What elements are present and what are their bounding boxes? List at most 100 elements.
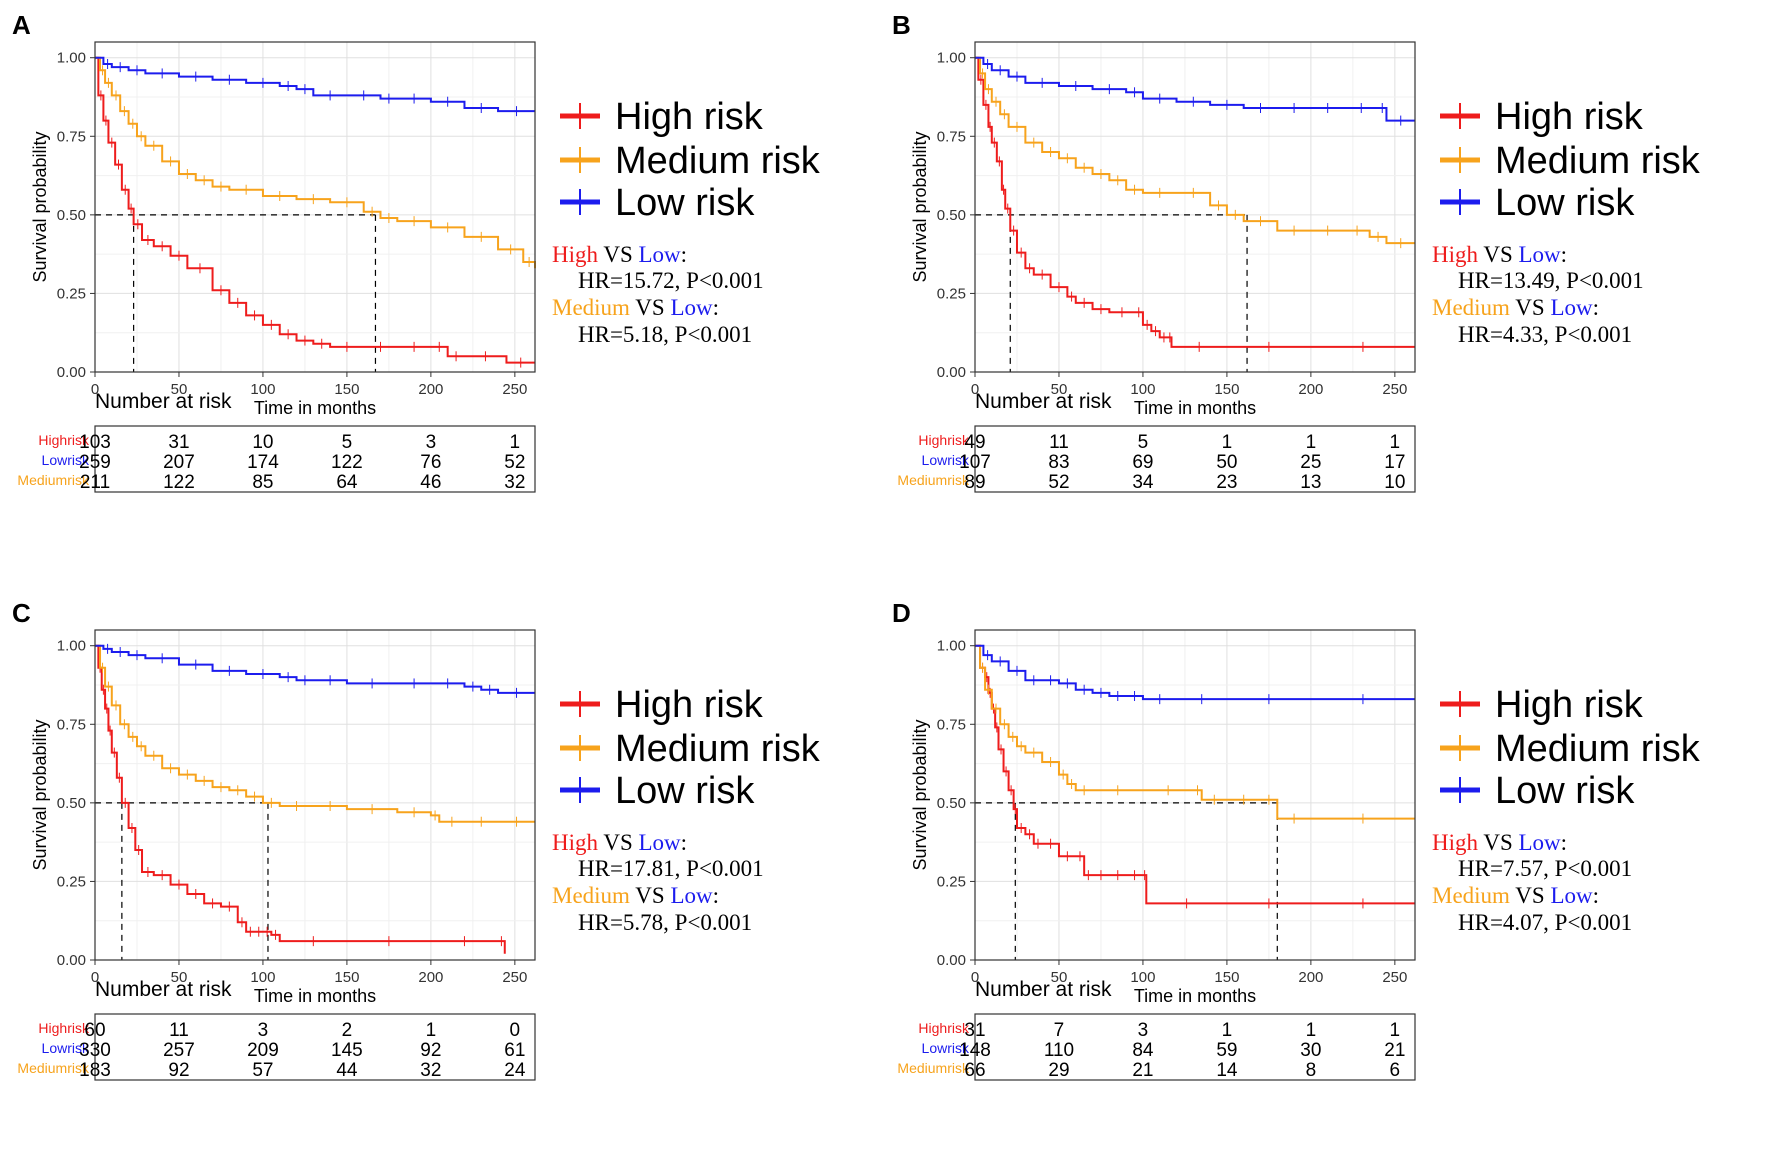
risk-count: 92 [420,1040,441,1061]
risk-count: 66 [964,1060,985,1081]
risk-count: 1 [1222,1020,1233,1041]
risk-row-label: Highrisk [918,432,970,448]
risk-count: 1 [1222,432,1233,453]
risk-count: 209 [247,1040,279,1061]
risk-row-label: Lowrisk [42,1040,90,1056]
survival-curve [95,56,536,269]
plot-border [974,629,1416,961]
vs-text: VS [630,883,671,908]
legend-label: Low risk [1495,770,1635,812]
risk-row-label: Highrisk [918,1020,970,1036]
series-medium-risk [975,56,1415,249]
colon: : [681,830,687,855]
hr-comparison-label: Medium VS Low: [1432,295,1599,320]
x-tick-label: 250 [502,381,527,398]
risk-count: 3 [1138,1020,1149,1041]
x-tick-label: 150 [1214,381,1239,398]
x-tick-label: 200 [1298,381,1323,398]
risk-count: 64 [336,472,358,493]
x-tick-label: 150 [334,969,359,986]
y-axis-label: Survival probability [910,131,930,282]
plot-area [95,42,535,372]
x-tick-label: 200 [418,381,443,398]
risk-row-label: Mediumrisk [17,1060,90,1076]
risk-count: 107 [959,452,991,473]
risk-count: 257 [163,1040,195,1061]
risk-count: 3 [258,1020,269,1041]
hr-value: HR=13.49, P<0.001 [1458,268,1644,293]
risk-row-label: Lowrisk [922,1040,970,1056]
risk-row-label: Highrisk [38,432,90,448]
colon: : [713,883,719,908]
risk-count: 6 [1390,1060,1401,1081]
risk-count: 211 [80,472,110,493]
y-tick-label: 0.75 [57,128,86,145]
hr-comparison-label: Medium VS Low: [1432,883,1599,908]
series-medium-risk [975,644,1415,824]
colon: : [713,295,719,320]
risk-count: 30 [1300,1040,1321,1061]
risk-count: 61 [504,1040,525,1061]
group-a: High [1432,830,1479,855]
survival-curve [975,644,1415,701]
risk-count: 50 [1216,452,1237,473]
risk-count: 60 [84,1020,105,1041]
x-tick-label: 50 [1051,381,1068,398]
risk-row-label: Highrisk [38,1020,90,1036]
series-low-risk [975,644,1415,705]
x-tick-label: 0 [971,969,979,986]
group-a: High [1432,242,1479,267]
y-tick-label: 0.50 [57,207,86,224]
x-tick-label: 0 [91,381,99,398]
panel-b: B 0 50 100 150 200 250 0.00 0.25 0.50 0.75 1.00 Time… [880,0,1750,570]
risk-row-label: Mediumrisk [897,472,970,488]
risk-count: 23 [1216,472,1237,493]
x-tick-label: 150 [334,381,359,398]
x-tick-label: 0 [971,381,979,398]
median-lines [95,802,269,960]
x-tick-label: 250 [1382,969,1407,986]
y-tick-label: 0.75 [57,716,86,733]
series-high-risk [975,644,1415,909]
risk-table-title: Number at risk [95,390,232,413]
panel-a-svg: A 0 50 100 150 200 250 0.00 0.25 0.50 0.75 1.00 Time… [12,10,821,493]
x-tick-label: 100 [250,969,275,986]
vs-text: VS [1478,830,1519,855]
risk-row-label: Mediumrisk [17,472,90,488]
panel-b-svg: B0 50 100 150 200 2500.000.250.500.751.00Time… [892,10,1701,493]
risk-count: 1 [1390,1020,1401,1041]
y-tick-label: 0.25 [57,285,86,302]
risk-count: 183 [79,1060,111,1081]
hr-comparison-label: High VS Low: [1432,830,1567,855]
group-a: Medium [552,295,630,320]
risk-count: 13 [1300,472,1321,493]
risk-count: 8 [1306,1060,1317,1081]
vs-text: VS [630,295,671,320]
y-tick-label: 0.75 [937,128,966,145]
risk-count: 1 [1306,432,1317,453]
risk-count: 32 [420,1060,441,1081]
legend-label: Medium risk [615,728,821,770]
hr-comparison-label: High VS Low: [1432,242,1567,267]
group-b: Low [639,830,682,855]
y-tick-label: 0.00 [937,364,966,381]
group-b: Low [639,242,682,267]
risk-count: 69 [1132,452,1153,473]
series-low-risk [95,643,535,698]
x-tick-label: 250 [502,969,527,986]
risk-count: 31 [964,1020,985,1041]
colon: : [1561,242,1567,267]
vs-text: VS [598,830,639,855]
y-tick-label: 0.75 [937,716,966,733]
risk-count: 21 [1384,1040,1405,1061]
y-tick-label: 0.00 [57,952,86,969]
legend-label: High risk [1495,684,1644,726]
risk-count: 1 [1390,432,1401,453]
group-b: Low [670,295,713,320]
y-tick-label: 1.00 [937,50,966,67]
panel-label: D [892,598,911,628]
group-b: Low [1519,830,1562,855]
survival-curve [95,644,535,694]
y-tick-label: 1.00 [937,638,966,655]
risk-row-label: Lowrisk [922,452,970,468]
